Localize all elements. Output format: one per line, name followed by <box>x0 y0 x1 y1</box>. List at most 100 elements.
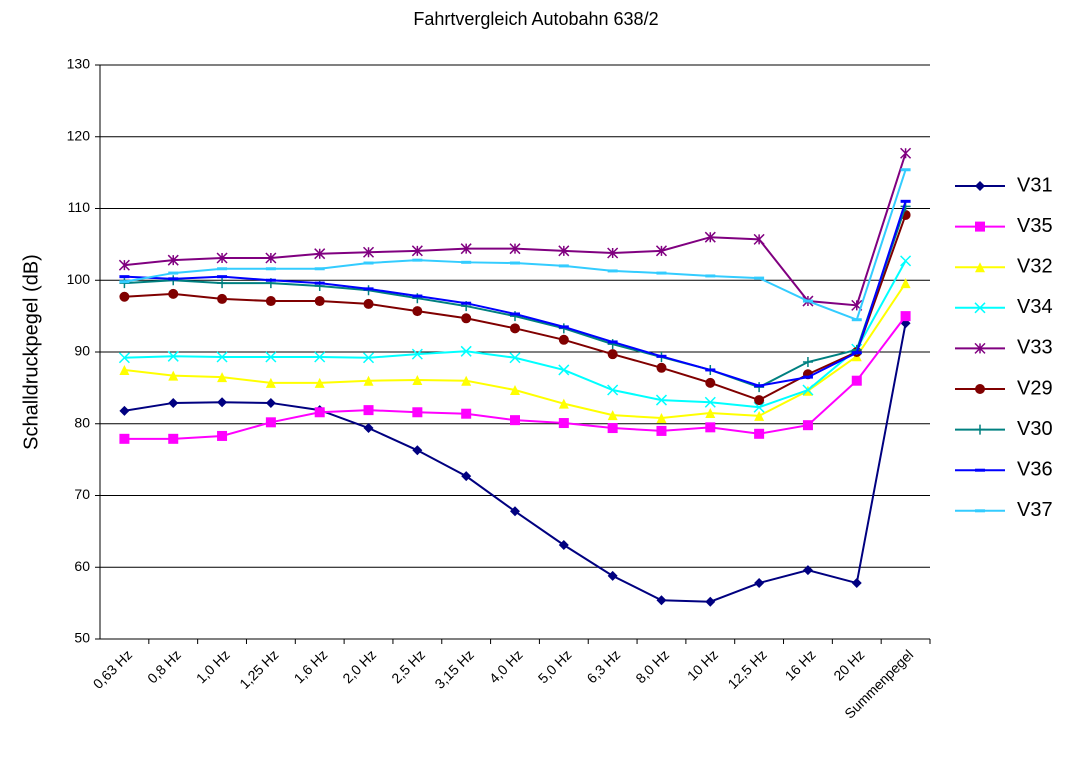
marker <box>363 405 374 416</box>
x-tick-label: 6,3 Hz <box>583 646 623 686</box>
marker <box>168 433 179 444</box>
marker <box>754 384 765 388</box>
x-tick-label: 1,0 Hz <box>193 646 233 686</box>
marker <box>363 261 374 265</box>
marker <box>314 351 326 363</box>
marker <box>607 340 618 344</box>
y-tick-label: 60 <box>74 558 90 574</box>
marker <box>168 271 179 275</box>
marker <box>411 245 423 257</box>
marker <box>900 311 911 322</box>
marker <box>558 245 570 257</box>
marker <box>656 425 667 436</box>
marker <box>217 267 228 271</box>
marker <box>314 267 325 271</box>
marker <box>461 471 472 482</box>
marker <box>412 407 423 418</box>
marker <box>607 269 618 273</box>
marker <box>510 323 520 334</box>
x-tick-label: 2,5 Hz <box>388 646 428 686</box>
marker <box>558 540 569 551</box>
marker <box>607 570 618 581</box>
series-line <box>124 206 907 389</box>
marker <box>510 261 520 265</box>
y-tick-label: 130 <box>67 56 91 72</box>
marker <box>119 405 130 416</box>
legend-label: V37 <box>1017 499 1053 521</box>
marker <box>265 377 276 388</box>
marker <box>217 397 228 408</box>
marker <box>119 275 130 279</box>
legend-label: V31 <box>1017 174 1053 196</box>
marker <box>705 422 716 433</box>
marker <box>461 375 472 386</box>
marker <box>363 423 374 434</box>
marker <box>558 264 569 268</box>
marker <box>975 384 985 394</box>
marker <box>802 384 814 396</box>
marker <box>558 364 570 376</box>
marker <box>975 262 985 273</box>
marker <box>217 293 228 304</box>
marker <box>704 396 716 408</box>
legend-label: V30 <box>1017 418 1053 440</box>
x-tick-label: 1,6 Hz <box>291 646 331 686</box>
marker <box>975 424 985 435</box>
marker <box>167 254 179 266</box>
x-tick-label: 16 Hz <box>782 646 819 683</box>
marker <box>168 277 179 281</box>
marker <box>656 595 667 606</box>
marker <box>412 374 423 385</box>
marker <box>558 325 569 329</box>
marker <box>217 278 228 289</box>
marker <box>655 394 668 406</box>
legend-label: V34 <box>1017 296 1053 318</box>
marker <box>753 401 765 413</box>
marker <box>802 375 813 379</box>
marker <box>510 385 520 396</box>
series-line <box>124 323 907 603</box>
marker <box>411 348 423 360</box>
marker <box>754 410 765 421</box>
marker <box>802 357 813 368</box>
marker <box>265 267 276 271</box>
marker <box>362 246 375 258</box>
marker <box>461 301 472 305</box>
marker <box>412 294 423 298</box>
marker <box>753 233 765 245</box>
marker <box>656 354 667 358</box>
marker <box>754 578 765 589</box>
marker <box>851 375 862 386</box>
y-tick-label: 50 <box>74 630 90 646</box>
marker <box>216 351 228 363</box>
marker <box>900 255 912 267</box>
marker <box>656 362 667 373</box>
x-tick-label: 10 Hz <box>684 646 721 683</box>
marker <box>705 377 716 388</box>
marker <box>119 291 130 302</box>
marker <box>705 368 716 372</box>
y-tick-label: 110 <box>68 199 91 215</box>
y-axis-label: Schalldruckpegel (dB) <box>20 254 42 450</box>
marker <box>314 407 325 418</box>
marker <box>217 372 228 383</box>
marker <box>754 276 765 280</box>
marker <box>265 351 277 363</box>
marker <box>168 370 179 381</box>
marker <box>607 410 618 421</box>
legend-label: V32 <box>1017 255 1053 277</box>
marker <box>314 377 325 388</box>
marker <box>119 364 130 375</box>
marker <box>314 296 325 307</box>
marker <box>975 181 985 191</box>
marker <box>510 415 520 426</box>
y-tick-label: 70 <box>74 486 90 502</box>
marker <box>510 506 520 517</box>
marker <box>656 413 667 424</box>
marker <box>975 468 985 472</box>
marker <box>216 252 228 264</box>
marker <box>607 423 618 434</box>
marker <box>607 247 619 259</box>
